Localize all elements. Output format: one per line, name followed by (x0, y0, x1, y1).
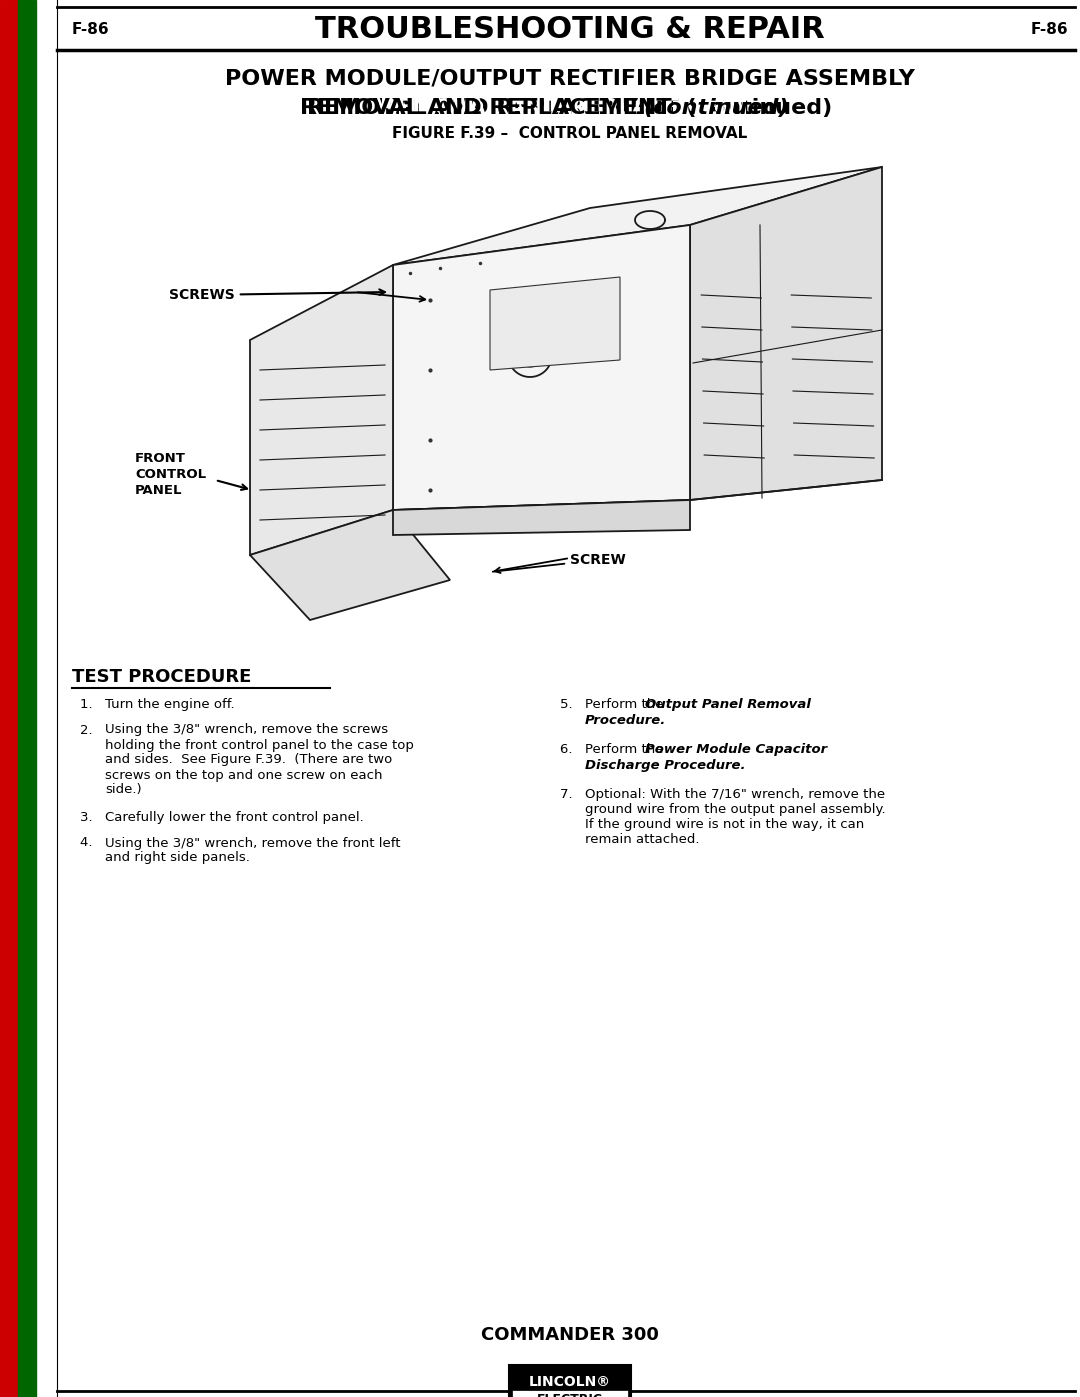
Text: FIGURE F.39 –  CONTROL PANEL REMOVAL: FIGURE F.39 – CONTROL PANEL REMOVAL (392, 126, 747, 141)
Bar (512, 1390, 627, 1397)
Polygon shape (393, 225, 690, 510)
Polygon shape (490, 277, 620, 370)
Text: Using the 3/8" wrench, remove the screws
holding the front control panel to the : Using the 3/8" wrench, remove the screws… (105, 724, 414, 796)
Polygon shape (249, 510, 450, 620)
Text: REMOVAL AND REPLACEMENT: REMOVAL AND REPLACEMENT (380, 98, 759, 117)
Text: Procedure.: Procedure. (585, 714, 666, 726)
Text: Perform the: Perform the (585, 743, 667, 756)
Text: Return to Section TOC: Return to Section TOC (4, 158, 14, 272)
Text: Return to Section TOC: Return to Section TOC (4, 1120, 14, 1235)
Text: F-86: F-86 (1030, 22, 1068, 38)
Text: LINCOLN®: LINCOLN® (529, 1376, 611, 1390)
Text: 7.: 7. (561, 788, 581, 800)
Text: 1.: 1. (80, 698, 102, 711)
Text: Carefully lower the front control panel.: Carefully lower the front control panel. (105, 812, 364, 824)
Text: TROUBLESHOOTING & REPAIR: TROUBLESHOOTING & REPAIR (315, 15, 825, 45)
Text: Return to Section TOC: Return to Section TOC (4, 439, 14, 552)
Bar (0, 0, 18, 1397)
Bar (509, 1365, 631, 1397)
Text: Optional: With the 7/16" wrench, remove the
ground wire from the output panel as: Optional: With the 7/16" wrench, remove … (585, 788, 886, 847)
Text: Using the 3/8" wrench, remove the front left
and right side panels.: Using the 3/8" wrench, remove the front … (105, 837, 401, 865)
Text: 3.: 3. (80, 812, 102, 824)
Text: REMOVAL AND REPLACEMENT: REMOVAL AND REPLACEMENT (300, 98, 679, 117)
Text: Perform the: Perform the (585, 698, 667, 711)
Text: FRONT
CONTROL
PANEL: FRONT CONTROL PANEL (135, 453, 206, 497)
Text: POWER MODULE/OUTPUT RECTIFIER BRIDGE ASSEMBLY: POWER MODULE/OUTPUT RECTIFIER BRIDGE ASS… (225, 68, 915, 88)
Text: 6.: 6. (561, 743, 581, 756)
Polygon shape (249, 265, 393, 555)
Text: Output Panel Removal: Output Panel Removal (645, 698, 811, 711)
Text: SCREWS: SCREWS (170, 288, 384, 302)
Polygon shape (393, 500, 690, 535)
Text: F-86: F-86 (72, 22, 110, 38)
Text: Discharge Procedure.: Discharge Procedure. (585, 759, 745, 771)
Bar (18, 0, 36, 1397)
Text: Return to Master TOC: Return to Master TOC (23, 159, 31, 271)
Text: SCREW: SCREW (492, 553, 625, 571)
Text: 5.: 5. (561, 698, 581, 711)
Text: ELECTRIC: ELECTRIC (537, 1393, 603, 1397)
Text: COMMANDER 300: COMMANDER 300 (481, 1326, 659, 1344)
Text: Return to Master TOC: Return to Master TOC (23, 1122, 31, 1234)
Text: TEST PROCEDURE: TEST PROCEDURE (72, 668, 252, 686)
Text: Return to Master TOC: Return to Master TOC (23, 732, 31, 842)
Text: Turn the engine off.: Turn the engine off. (105, 698, 234, 711)
Text: Power Module Capacitor: Power Module Capacitor (645, 743, 827, 756)
Text: REMOVAL AND REPLACEMENT (continued): REMOVAL AND REPLACEMENT (continued) (308, 98, 833, 117)
Text: 4.: 4. (80, 837, 102, 849)
Text: (continued): (continued) (644, 98, 788, 117)
Polygon shape (690, 168, 882, 500)
Text: 2.: 2. (80, 724, 102, 736)
Text: Return to Master TOC: Return to Master TOC (23, 440, 31, 550)
Text: Return to Section TOC: Return to Section TOC (4, 731, 14, 844)
Polygon shape (393, 168, 882, 265)
